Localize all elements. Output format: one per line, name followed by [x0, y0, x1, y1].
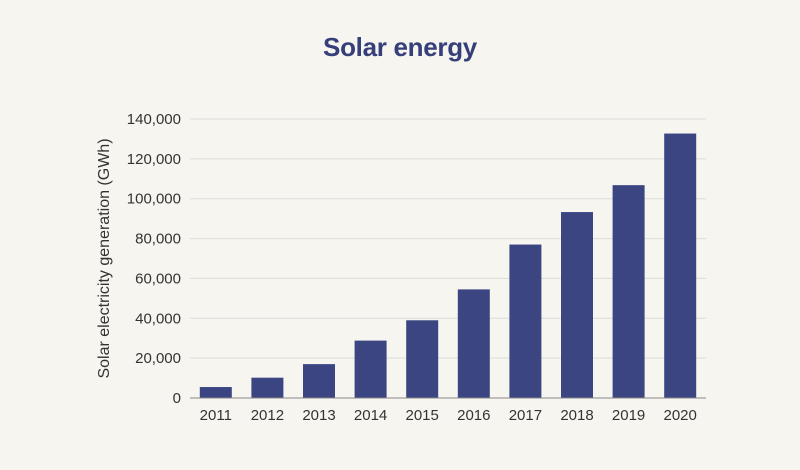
- bar-2020: [664, 133, 697, 398]
- bar-2019: [612, 185, 645, 398]
- y-tick-label: 100,000: [127, 191, 181, 208]
- bar-2018: [561, 212, 593, 398]
- x-tick-label: 2016: [457, 407, 490, 424]
- bar-2014: [354, 340, 387, 398]
- bar-2013: [303, 364, 335, 398]
- x-tick-label: 2018: [560, 407, 593, 424]
- x-tick-labels: 2011 2012 2013 2014 2015 2016 2017 2018 2019 2020: [200, 407, 697, 424]
- bar-2016: [457, 289, 490, 398]
- y-tick-label: 60,000: [135, 270, 181, 287]
- y-tick-label: 0: [173, 390, 181, 407]
- x-tick-label: 2020: [664, 407, 697, 424]
- y-tick-label: 80,000: [135, 231, 181, 248]
- x-tick-label: 2015: [406, 407, 439, 424]
- x-tick-label: 2014: [354, 407, 387, 424]
- bar-2017: [509, 244, 542, 398]
- chart-title: Solar energy: [323, 32, 477, 62]
- y-tick-label: 120,000: [127, 151, 181, 168]
- bar-2015: [406, 320, 439, 398]
- bars: [199, 133, 697, 398]
- x-tick-label: 2011: [200, 407, 232, 424]
- x-tick-label: 2013: [302, 407, 335, 424]
- x-tick-label: 2017: [509, 407, 542, 424]
- bar-2011: [199, 387, 232, 398]
- x-tick-label: 2019: [612, 407, 645, 424]
- y-tick-label: 40,000: [135, 310, 181, 327]
- x-tick-label: 2012: [251, 407, 284, 424]
- y-tick-labels: 0 20,000 40,000 60,000 80,000 100,000 120,000 1…: [127, 111, 181, 407]
- bar-2012: [251, 377, 284, 398]
- gridlines: [190, 118, 706, 359]
- y-tick-label: 20,000: [135, 350, 181, 367]
- y-tick-label: 140,000: [127, 111, 181, 128]
- y-axis-title: Solar electricity generation (GWh): [96, 138, 113, 378]
